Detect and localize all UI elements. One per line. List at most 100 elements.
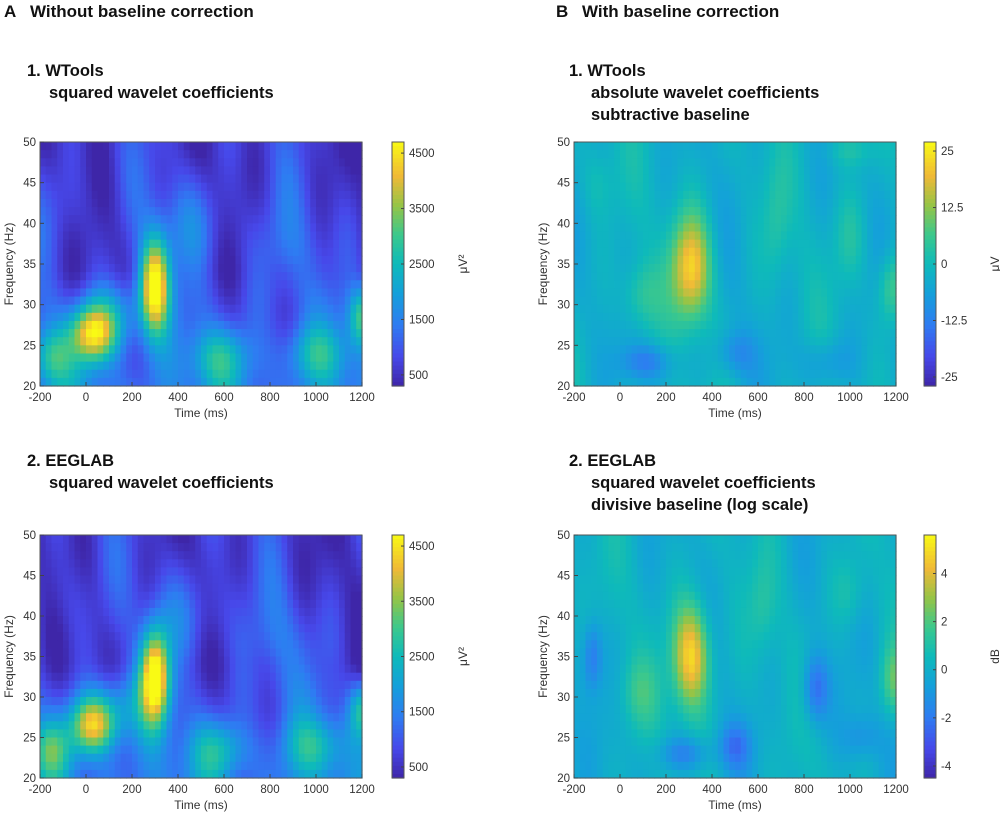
heatmap-cell — [195, 337, 202, 346]
heatmap-cell — [109, 583, 116, 593]
heatmap-cell — [57, 697, 64, 706]
heatmap-cell — [103, 616, 110, 625]
heatmap-cell — [293, 753, 300, 763]
heatmap-cell — [620, 239, 627, 249]
heatmap-cell — [229, 583, 237, 593]
heatmap-cell — [74, 535, 81, 544]
heatmap-cell — [275, 337, 283, 346]
heatmap-cell — [321, 158, 329, 167]
heatmap-cell — [683, 182, 690, 192]
heatmap-cell — [339, 264, 346, 273]
heatmap-cell — [574, 345, 581, 355]
heatmap-cell — [126, 640, 133, 649]
heatmap-cell — [229, 239, 237, 249]
heatmap-cell — [769, 369, 776, 379]
heatmap-cell — [654, 158, 661, 167]
heatmap-cell — [832, 174, 840, 184]
heatmap-cell — [86, 158, 93, 167]
heatmap-cell — [160, 761, 168, 771]
heatmap-cell — [172, 264, 179, 273]
heatmap-cell — [258, 656, 265, 666]
heatmap-cell — [137, 672, 145, 682]
heatmap-cell — [602, 158, 610, 167]
heatmap-cell — [327, 648, 334, 658]
heatmap-cell — [258, 369, 265, 379]
heatmap-cell — [97, 231, 104, 241]
heatmap-cell — [149, 607, 156, 617]
heatmap-cell — [264, 207, 271, 216]
heatmap-cell — [321, 280, 329, 289]
heatmap-cell — [792, 296, 799, 306]
heatmap-cell — [218, 190, 225, 200]
heatmap-cell — [643, 329, 650, 338]
colorbar-segment — [392, 648, 404, 654]
heatmap-cell — [689, 207, 696, 216]
heatmap-cell — [700, 166, 707, 176]
heatmap-cell — [103, 280, 110, 289]
heatmap-cell — [229, 640, 237, 649]
heatmap-cell — [195, 320, 202, 330]
heatmap-cell — [637, 158, 644, 167]
heatmap-cell — [229, 624, 237, 633]
heatmap-cell — [45, 329, 53, 338]
heatmap-cell — [51, 329, 58, 338]
heatmap-cell — [201, 753, 208, 763]
heatmap-cell — [723, 304, 730, 314]
heatmap-cell — [786, 304, 794, 314]
heatmap-cell — [316, 769, 323, 779]
heatmap-cell — [91, 174, 99, 184]
heatmap-cell — [57, 247, 64, 257]
heatmap-cell — [637, 288, 644, 298]
heatmap-cell — [80, 280, 87, 289]
colorbar-segment — [392, 329, 404, 334]
heatmap-cell — [178, 296, 185, 306]
heatmap-cell — [218, 769, 225, 779]
heatmap-cell — [298, 543, 306, 552]
heatmap-cell — [275, 272, 283, 281]
heatmap-cell — [195, 551, 202, 560]
heatmap-cell — [143, 672, 150, 682]
heatmap-cell — [344, 198, 352, 208]
heatmap-cell — [120, 223, 127, 233]
heatmap-cell — [80, 150, 87, 159]
heatmap-cell — [746, 166, 753, 176]
heatmap-cell — [183, 559, 191, 568]
heatmap-cell — [120, 599, 127, 609]
heatmap-cell — [57, 583, 64, 593]
heatmap-cell — [206, 551, 214, 560]
heatmap-cell — [97, 624, 104, 633]
heatmap-cell — [218, 737, 225, 747]
heatmap-cell — [109, 377, 116, 387]
heatmap-cell — [304, 280, 311, 289]
heatmap-cell — [201, 543, 208, 552]
heatmap-cell — [350, 713, 357, 722]
heatmap-cell — [97, 190, 104, 200]
heatmap-cell — [310, 190, 317, 200]
heatmap-cell — [229, 158, 237, 167]
colorbar-segment — [392, 676, 404, 682]
heatmap-cell — [195, 312, 202, 322]
colorbar-tick-label: 4500 — [409, 148, 435, 160]
heatmap-cell — [178, 207, 185, 216]
heatmap-cell — [120, 198, 127, 208]
colorbar-segment — [392, 567, 404, 573]
heatmap-cell — [597, 255, 604, 265]
heatmap-cell — [350, 672, 357, 682]
heatmap-cell — [258, 688, 265, 698]
heatmap-cell — [166, 320, 173, 330]
heatmap-cell — [792, 182, 799, 192]
heatmap-cell — [63, 583, 70, 593]
heatmap-cell — [287, 535, 294, 544]
heatmap-cell — [247, 753, 254, 763]
heatmap-cell — [241, 247, 248, 257]
heatmap-cell — [57, 567, 64, 577]
heatmap-cell — [683, 296, 690, 306]
heatmap-cell — [700, 142, 707, 151]
heatmap-cell — [270, 377, 277, 387]
heatmap-cell — [316, 369, 323, 379]
heatmap-cell — [97, 632, 104, 641]
heatmap-cell — [579, 190, 587, 200]
heatmap-cell — [258, 761, 265, 771]
heatmap-cell — [86, 166, 93, 176]
heatmap-cell — [264, 713, 271, 722]
